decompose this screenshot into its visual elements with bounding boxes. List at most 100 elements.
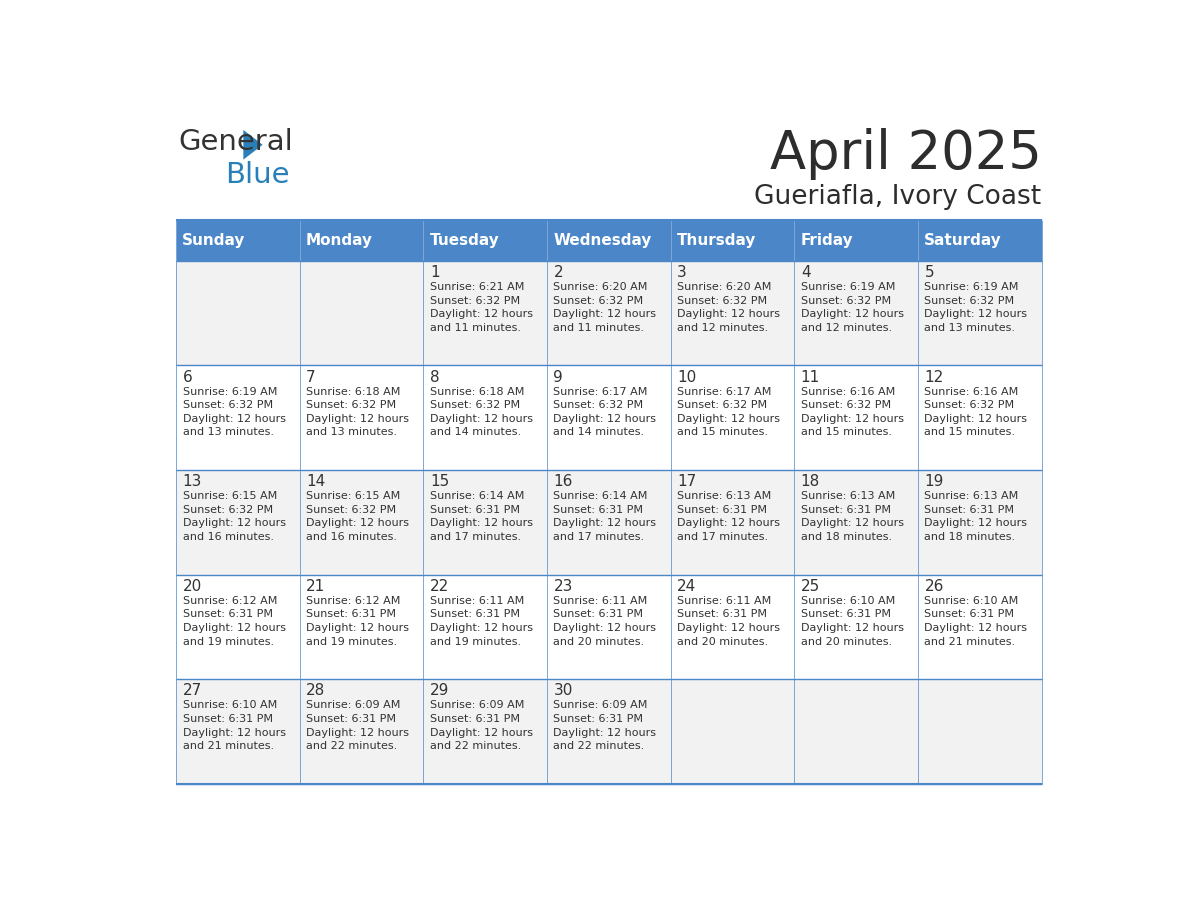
- FancyBboxPatch shape: [671, 365, 795, 470]
- FancyBboxPatch shape: [299, 575, 423, 679]
- FancyBboxPatch shape: [299, 219, 423, 261]
- FancyBboxPatch shape: [423, 470, 546, 575]
- Text: 29: 29: [430, 683, 449, 699]
- Text: Thursday: Thursday: [677, 233, 757, 248]
- Text: Sunrise: 6:09 AM
Sunset: 6:31 PM
Daylight: 12 hours
and 22 minutes.: Sunrise: 6:09 AM Sunset: 6:31 PM Dayligh…: [554, 700, 657, 751]
- FancyBboxPatch shape: [546, 470, 671, 575]
- Text: Saturday: Saturday: [924, 233, 1001, 248]
- Text: 6: 6: [183, 370, 192, 385]
- Text: Sunrise: 6:16 AM
Sunset: 6:32 PM
Daylight: 12 hours
and 15 minutes.: Sunrise: 6:16 AM Sunset: 6:32 PM Dayligh…: [924, 386, 1028, 437]
- Text: 15: 15: [430, 475, 449, 489]
- Text: Sunrise: 6:14 AM
Sunset: 6:31 PM
Daylight: 12 hours
and 17 minutes.: Sunrise: 6:14 AM Sunset: 6:31 PM Dayligh…: [430, 491, 533, 542]
- Text: Sunrise: 6:09 AM
Sunset: 6:31 PM
Daylight: 12 hours
and 22 minutes.: Sunrise: 6:09 AM Sunset: 6:31 PM Dayligh…: [307, 700, 409, 751]
- Text: Sunrise: 6:19 AM
Sunset: 6:32 PM
Daylight: 12 hours
and 12 minutes.: Sunrise: 6:19 AM Sunset: 6:32 PM Dayligh…: [801, 282, 904, 332]
- FancyBboxPatch shape: [546, 219, 671, 261]
- Text: 18: 18: [801, 475, 820, 489]
- Text: 30: 30: [554, 683, 573, 699]
- FancyBboxPatch shape: [918, 679, 1042, 784]
- FancyBboxPatch shape: [423, 365, 546, 470]
- Text: Sunrise: 6:17 AM
Sunset: 6:32 PM
Daylight: 12 hours
and 15 minutes.: Sunrise: 6:17 AM Sunset: 6:32 PM Dayligh…: [677, 386, 781, 437]
- Text: 24: 24: [677, 579, 696, 594]
- Text: Wednesday: Wednesday: [554, 233, 651, 248]
- Text: 20: 20: [183, 579, 202, 594]
- Text: Sunrise: 6:20 AM
Sunset: 6:32 PM
Daylight: 12 hours
and 11 minutes.: Sunrise: 6:20 AM Sunset: 6:32 PM Dayligh…: [554, 282, 657, 332]
- FancyBboxPatch shape: [176, 365, 299, 470]
- Text: Sunrise: 6:11 AM
Sunset: 6:31 PM
Daylight: 12 hours
and 19 minutes.: Sunrise: 6:11 AM Sunset: 6:31 PM Dayligh…: [430, 596, 533, 646]
- FancyBboxPatch shape: [546, 365, 671, 470]
- FancyBboxPatch shape: [299, 679, 423, 784]
- Text: Monday: Monday: [307, 233, 373, 248]
- Text: Sunrise: 6:12 AM
Sunset: 6:31 PM
Daylight: 12 hours
and 19 minutes.: Sunrise: 6:12 AM Sunset: 6:31 PM Dayligh…: [307, 596, 409, 646]
- Text: 17: 17: [677, 475, 696, 489]
- Text: 8: 8: [430, 370, 440, 385]
- Text: Gueriafla, Ivory Coast: Gueriafla, Ivory Coast: [754, 185, 1042, 210]
- FancyBboxPatch shape: [795, 261, 918, 365]
- Text: 10: 10: [677, 370, 696, 385]
- Text: Sunrise: 6:21 AM
Sunset: 6:32 PM
Daylight: 12 hours
and 11 minutes.: Sunrise: 6:21 AM Sunset: 6:32 PM Dayligh…: [430, 282, 533, 332]
- FancyBboxPatch shape: [795, 470, 918, 575]
- Text: Sunrise: 6:20 AM
Sunset: 6:32 PM
Daylight: 12 hours
and 12 minutes.: Sunrise: 6:20 AM Sunset: 6:32 PM Dayligh…: [677, 282, 781, 332]
- Text: 2: 2: [554, 265, 563, 280]
- FancyBboxPatch shape: [671, 470, 795, 575]
- Text: Sunrise: 6:09 AM
Sunset: 6:31 PM
Daylight: 12 hours
and 22 minutes.: Sunrise: 6:09 AM Sunset: 6:31 PM Dayligh…: [430, 700, 533, 751]
- Text: Sunrise: 6:19 AM
Sunset: 6:32 PM
Daylight: 12 hours
and 13 minutes.: Sunrise: 6:19 AM Sunset: 6:32 PM Dayligh…: [183, 386, 285, 437]
- Text: Sunday: Sunday: [182, 233, 246, 248]
- FancyBboxPatch shape: [546, 679, 671, 784]
- Text: 4: 4: [801, 265, 810, 280]
- Text: Sunrise: 6:15 AM
Sunset: 6:32 PM
Daylight: 12 hours
and 16 minutes.: Sunrise: 6:15 AM Sunset: 6:32 PM Dayligh…: [307, 491, 409, 542]
- Text: Blue: Blue: [225, 161, 290, 189]
- Text: Sunrise: 6:10 AM
Sunset: 6:31 PM
Daylight: 12 hours
and 21 minutes.: Sunrise: 6:10 AM Sunset: 6:31 PM Dayligh…: [924, 596, 1028, 646]
- FancyBboxPatch shape: [918, 470, 1042, 575]
- FancyBboxPatch shape: [423, 575, 546, 679]
- FancyBboxPatch shape: [671, 219, 795, 261]
- FancyBboxPatch shape: [176, 261, 299, 365]
- FancyBboxPatch shape: [299, 470, 423, 575]
- FancyBboxPatch shape: [671, 679, 795, 784]
- Text: 3: 3: [677, 265, 687, 280]
- Text: Sunrise: 6:18 AM
Sunset: 6:32 PM
Daylight: 12 hours
and 13 minutes.: Sunrise: 6:18 AM Sunset: 6:32 PM Dayligh…: [307, 386, 409, 437]
- Text: 27: 27: [183, 683, 202, 699]
- Text: Sunrise: 6:13 AM
Sunset: 6:31 PM
Daylight: 12 hours
and 17 minutes.: Sunrise: 6:13 AM Sunset: 6:31 PM Dayligh…: [677, 491, 781, 542]
- FancyBboxPatch shape: [176, 470, 299, 575]
- FancyBboxPatch shape: [918, 575, 1042, 679]
- Text: Sunrise: 6:10 AM
Sunset: 6:31 PM
Daylight: 12 hours
and 21 minutes.: Sunrise: 6:10 AM Sunset: 6:31 PM Dayligh…: [183, 700, 285, 751]
- Text: Sunrise: 6:16 AM
Sunset: 6:32 PM
Daylight: 12 hours
and 15 minutes.: Sunrise: 6:16 AM Sunset: 6:32 PM Dayligh…: [801, 386, 904, 437]
- FancyBboxPatch shape: [918, 261, 1042, 365]
- Text: 23: 23: [554, 579, 573, 594]
- Text: Sunrise: 6:12 AM
Sunset: 6:31 PM
Daylight: 12 hours
and 19 minutes.: Sunrise: 6:12 AM Sunset: 6:31 PM Dayligh…: [183, 596, 285, 646]
- Text: 11: 11: [801, 370, 820, 385]
- Text: Sunrise: 6:18 AM
Sunset: 6:32 PM
Daylight: 12 hours
and 14 minutes.: Sunrise: 6:18 AM Sunset: 6:32 PM Dayligh…: [430, 386, 533, 437]
- Text: April 2025: April 2025: [770, 128, 1042, 180]
- Text: 16: 16: [554, 475, 573, 489]
- FancyBboxPatch shape: [423, 219, 546, 261]
- FancyBboxPatch shape: [176, 575, 299, 679]
- FancyBboxPatch shape: [176, 219, 299, 261]
- Text: General: General: [178, 128, 292, 156]
- FancyBboxPatch shape: [795, 679, 918, 784]
- Text: Sunrise: 6:15 AM
Sunset: 6:32 PM
Daylight: 12 hours
and 16 minutes.: Sunrise: 6:15 AM Sunset: 6:32 PM Dayligh…: [183, 491, 285, 542]
- Text: 25: 25: [801, 579, 820, 594]
- FancyBboxPatch shape: [795, 365, 918, 470]
- Text: 13: 13: [183, 475, 202, 489]
- Text: Sunrise: 6:13 AM
Sunset: 6:31 PM
Daylight: 12 hours
and 18 minutes.: Sunrise: 6:13 AM Sunset: 6:31 PM Dayligh…: [801, 491, 904, 542]
- Text: Sunrise: 6:19 AM
Sunset: 6:32 PM
Daylight: 12 hours
and 13 minutes.: Sunrise: 6:19 AM Sunset: 6:32 PM Dayligh…: [924, 282, 1028, 332]
- FancyBboxPatch shape: [795, 575, 918, 679]
- FancyBboxPatch shape: [423, 679, 546, 784]
- FancyBboxPatch shape: [918, 219, 1042, 261]
- Text: 19: 19: [924, 475, 943, 489]
- Text: 12: 12: [924, 370, 943, 385]
- FancyBboxPatch shape: [795, 219, 918, 261]
- Text: 9: 9: [554, 370, 563, 385]
- FancyBboxPatch shape: [299, 365, 423, 470]
- Text: 7: 7: [307, 370, 316, 385]
- Polygon shape: [244, 130, 263, 160]
- Text: 26: 26: [924, 579, 943, 594]
- FancyBboxPatch shape: [546, 261, 671, 365]
- Text: Sunrise: 6:11 AM
Sunset: 6:31 PM
Daylight: 12 hours
and 20 minutes.: Sunrise: 6:11 AM Sunset: 6:31 PM Dayligh…: [554, 596, 657, 646]
- FancyBboxPatch shape: [299, 261, 423, 365]
- FancyBboxPatch shape: [671, 261, 795, 365]
- Text: 22: 22: [430, 579, 449, 594]
- Text: Friday: Friday: [801, 233, 853, 248]
- Text: Sunrise: 6:14 AM
Sunset: 6:31 PM
Daylight: 12 hours
and 17 minutes.: Sunrise: 6:14 AM Sunset: 6:31 PM Dayligh…: [554, 491, 657, 542]
- Text: Sunrise: 6:10 AM
Sunset: 6:31 PM
Daylight: 12 hours
and 20 minutes.: Sunrise: 6:10 AM Sunset: 6:31 PM Dayligh…: [801, 596, 904, 646]
